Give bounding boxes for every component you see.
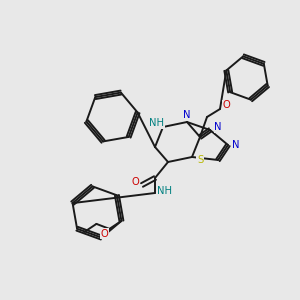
Text: N: N (232, 140, 240, 150)
Text: O: O (100, 229, 108, 239)
Text: N: N (183, 110, 191, 120)
Text: NH: NH (158, 186, 172, 196)
Text: N: N (214, 122, 222, 132)
Text: O: O (222, 100, 230, 110)
Text: S: S (197, 155, 203, 165)
Text: O: O (131, 177, 139, 187)
Text: NH: NH (149, 118, 164, 128)
